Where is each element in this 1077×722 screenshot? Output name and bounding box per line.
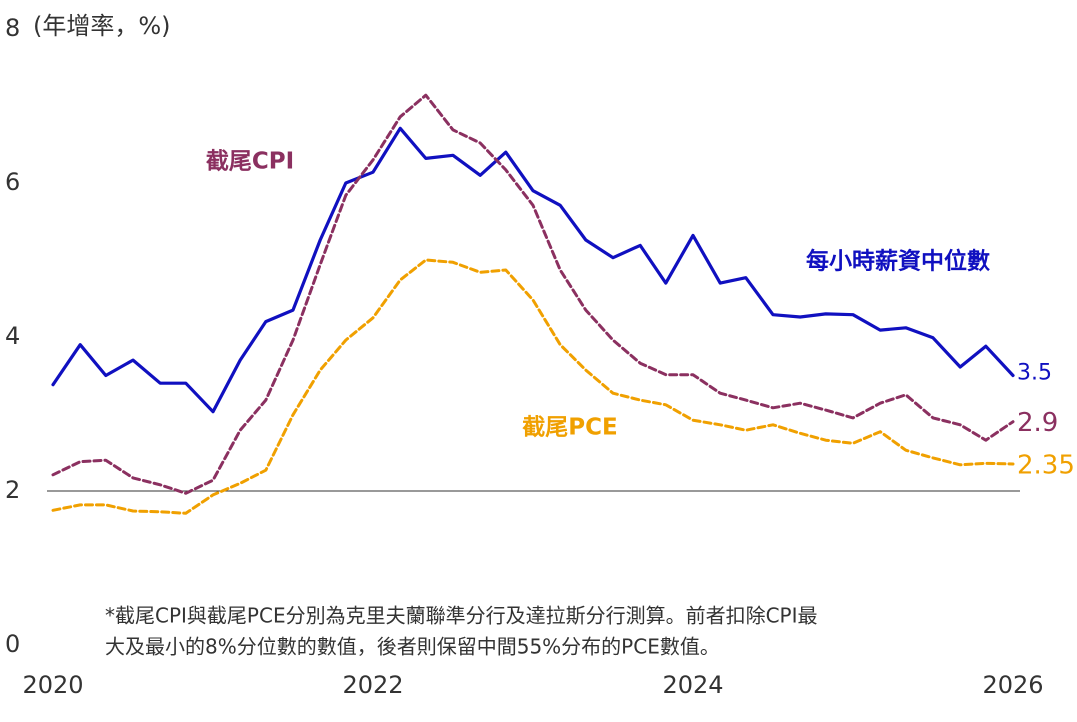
x-tick-label: 2022 — [342, 671, 403, 699]
y-tick-label: 2 — [5, 476, 20, 504]
series-label: 截尾PCE — [522, 415, 617, 441]
series-line — [51, 258, 1015, 515]
y-tick-label: 0 — [5, 630, 20, 658]
y-axis-label: (年增率，%) — [33, 12, 171, 40]
x-tick-label: 2026 — [982, 671, 1043, 699]
x-tick-label: 2024 — [662, 671, 723, 699]
series-line — [51, 126, 1015, 414]
series-label: 截尾CPI — [206, 149, 294, 175]
footnote: *截尾CPI與截尾PCE分別為克里夫蘭聯準分行及達拉斯分行測算。前者扣除CPI最 — [105, 604, 818, 628]
end-value-label: 2.9 — [1017, 408, 1058, 438]
y-tick-label: 6 — [5, 168, 20, 196]
y-tick-label: 4 — [5, 322, 20, 350]
y-tick-label: 8 — [5, 14, 20, 42]
end-value-label: 2.35 — [1017, 451, 1075, 481]
x-tick-label: 2020 — [22, 671, 83, 699]
series-line — [51, 93, 1015, 495]
end-value-label: 3.5 — [1017, 361, 1052, 386]
footnote: 大及最小的8%分位數的數值，後者則保留中間55%分布的PCE數值。 — [105, 635, 720, 659]
series-label: 每小時薪資中位數 — [806, 248, 990, 275]
